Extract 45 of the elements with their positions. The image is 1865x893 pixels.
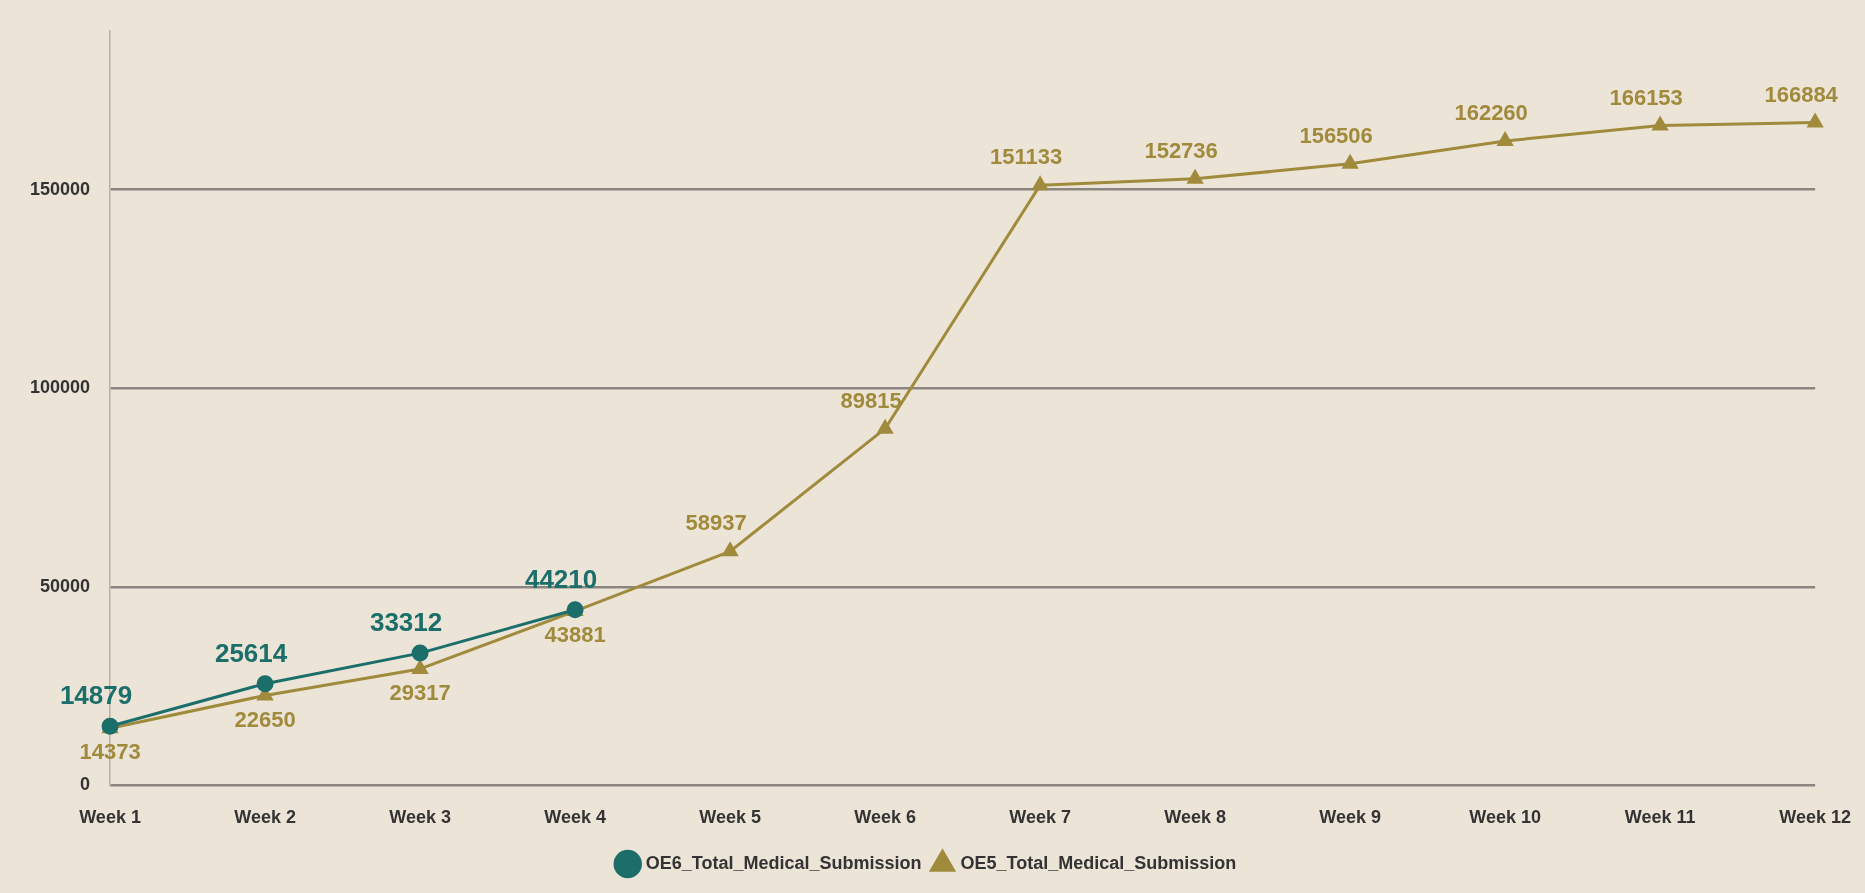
data-label: 22650	[234, 706, 296, 732]
data-label: 156506	[1299, 122, 1373, 148]
x-tick-label: Week 10	[1469, 807, 1541, 828]
point	[1187, 170, 1203, 184]
point	[256, 675, 274, 693]
point	[411, 644, 429, 662]
point	[1342, 155, 1358, 169]
y-tick-label: 50000	[40, 575, 91, 596]
point	[722, 542, 738, 557]
data-label: 14373	[79, 739, 141, 765]
legend-label: OE5_Total_Medical_Submission	[960, 852, 1237, 873]
point	[412, 660, 428, 674]
data-label: 166153	[1609, 84, 1683, 110]
x-tick-label: Week 2	[234, 807, 296, 828]
data-label: 25614	[214, 637, 288, 668]
data-label: 162260	[1454, 100, 1528, 126]
point	[1497, 132, 1513, 146]
data-label: 44210	[524, 563, 598, 594]
data-label: 33312	[369, 607, 443, 638]
y-tick-label: 0	[80, 774, 91, 795]
point	[877, 420, 893, 434]
legend-label: OE6_Total_Medical_Submission	[645, 852, 922, 873]
point	[1652, 117, 1668, 131]
x-tick-label: Week 8	[1164, 807, 1226, 828]
x-tick-label: Week 6	[854, 807, 916, 828]
y-tick-label: 150000	[29, 178, 91, 199]
x-tick-label: Week 11	[1624, 807, 1696, 828]
data-label: 14879	[59, 680, 133, 711]
point	[1032, 176, 1048, 191]
x-tick-label: Week 1	[79, 807, 141, 828]
x-tick-label: Week 9	[1319, 807, 1381, 828]
x-tick-label: Week 4	[544, 807, 606, 828]
x-tick-label: Week 7	[1009, 807, 1071, 828]
y-tick-label: 100000	[29, 377, 91, 398]
x-tick-label: Week 5	[699, 807, 761, 828]
data-label: 43881	[544, 622, 606, 648]
data-label: 58937	[685, 510, 747, 536]
data-label: 152736	[1144, 137, 1218, 163]
data-label: 89815	[840, 387, 902, 413]
data-label: 166884	[1764, 81, 1839, 107]
x-tick-label: Week 12	[1779, 807, 1851, 828]
x-tick-label: Week 3	[389, 807, 451, 828]
point	[1807, 114, 1823, 128]
data-label: 151133	[990, 144, 1063, 170]
data-label: 29317	[389, 680, 451, 706]
